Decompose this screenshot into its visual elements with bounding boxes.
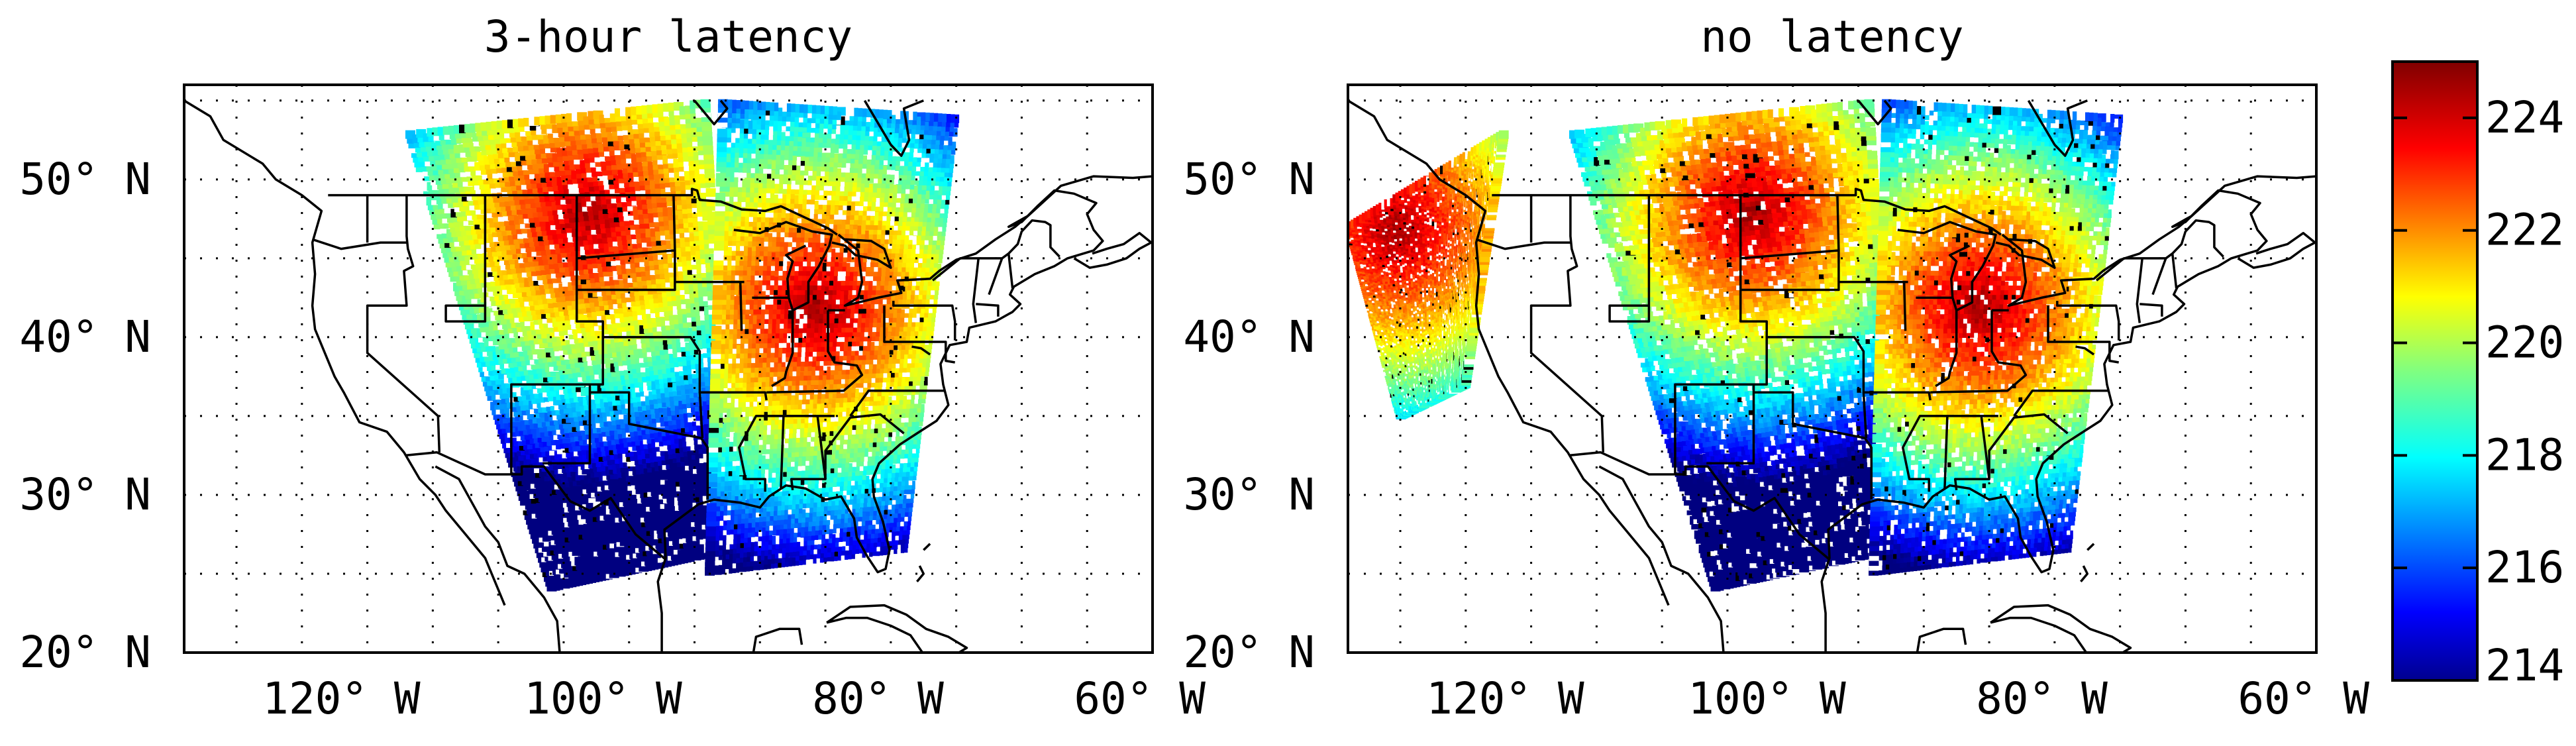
map-content [184, 85, 1153, 653]
pixel [705, 188, 716, 197]
panel-title: 3-hour latency [484, 11, 852, 62]
